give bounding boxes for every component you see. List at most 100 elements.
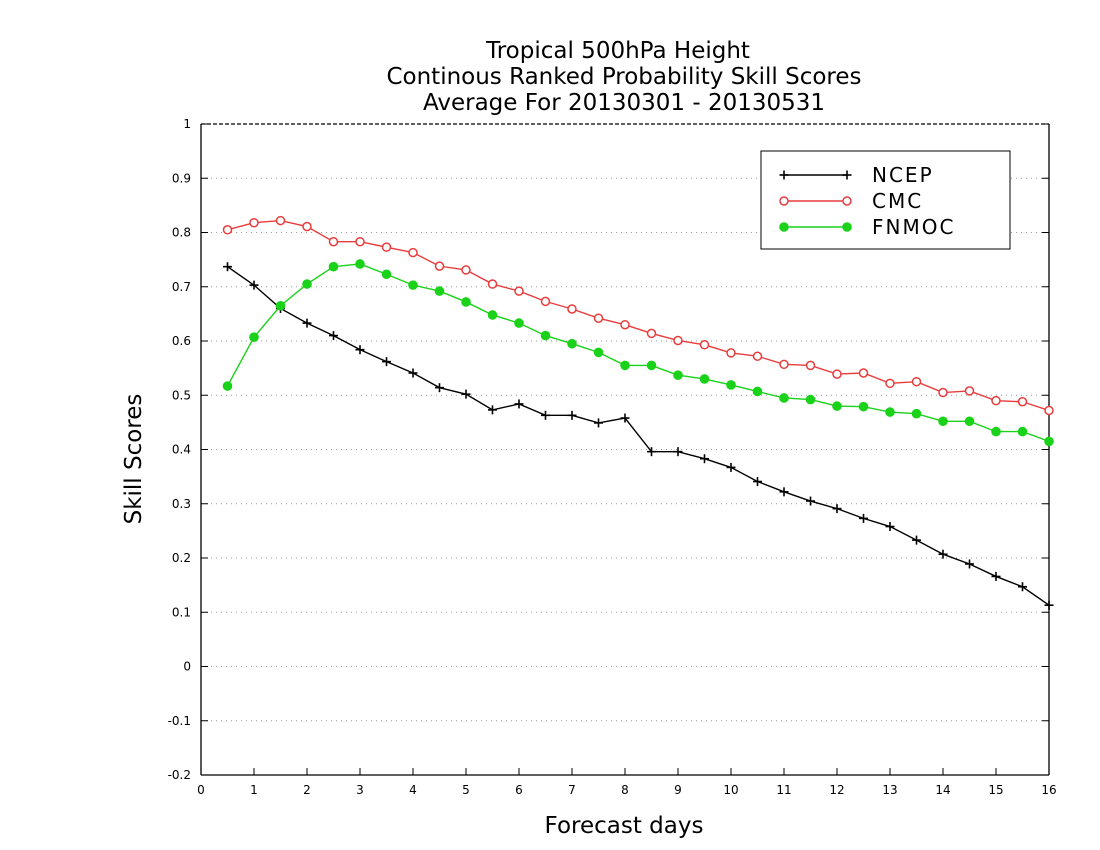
- legend-entry-fnmoc: FNMOC: [779, 215, 955, 239]
- data-point-cmc: [832, 369, 842, 379]
- x-tick-label: 4: [409, 783, 417, 797]
- series-cmc: [222, 215, 1054, 416]
- data-point-cmc: [991, 395, 1001, 406]
- data-point-cmc: [699, 340, 710, 350]
- data-point-cmc: [461, 265, 471, 275]
- data-point-ncep: [355, 345, 365, 355]
- data-point-fnmoc: [408, 280, 418, 290]
- data-point-cmc: [805, 360, 816, 371]
- y-tick-label: 0.5: [172, 388, 191, 402]
- data-point-cmc: [540, 296, 551, 307]
- data-point-ncep: [249, 280, 259, 290]
- data-point-cmc: [514, 286, 524, 296]
- x-axis-label: Forecast days: [545, 813, 704, 839]
- legend-marker-right-cmc: [842, 196, 852, 206]
- legend-entry-ncep: NCEP: [779, 163, 934, 187]
- title-line-2: Continous Ranked Probability Skill Score…: [386, 64, 861, 90]
- data-point-fnmoc: [434, 286, 445, 296]
- y-axis-label: Skill Scores: [121, 394, 147, 525]
- data-point-cmc: [646, 328, 657, 339]
- legend-marker-left-fnmoc: [779, 222, 789, 232]
- x-tick-label: 13: [882, 783, 897, 797]
- data-point-cmc: [408, 247, 418, 258]
- data-point-ncep: [223, 262, 232, 272]
- y-tick-label: 0.7: [172, 280, 191, 294]
- x-tick-label: 7: [568, 783, 576, 797]
- data-point-fnmoc: [302, 279, 312, 289]
- data-point-fnmoc: [699, 374, 710, 384]
- y-tick-label: 0.3: [172, 497, 191, 511]
- data-point-cmc: [593, 313, 604, 323]
- data-point-ncep: [885, 522, 895, 532]
- data-point-fnmoc: [222, 381, 233, 391]
- data-point-fnmoc: [540, 330, 551, 341]
- data-point-cmc: [355, 236, 365, 247]
- x-tick-label: 3: [356, 783, 364, 797]
- data-point-cmc: [726, 348, 736, 358]
- data-point-ncep: [965, 559, 974, 569]
- data-point-cmc: [620, 319, 630, 330]
- x-tick-label: 16: [1041, 783, 1056, 797]
- data-point-fnmoc: [911, 408, 922, 419]
- data-point-ncep: [594, 418, 603, 428]
- data-point-cmc: [302, 221, 312, 232]
- data-point-cmc: [858, 368, 869, 378]
- data-point-ncep: [647, 447, 656, 457]
- data-point-cmc: [249, 217, 259, 228]
- data-point-ncep: [620, 413, 630, 423]
- data-point-ncep: [859, 513, 868, 523]
- data-point-ncep: [673, 447, 683, 457]
- series-layer: [222, 215, 1054, 610]
- data-point-ncep: [567, 410, 577, 420]
- data-point-fnmoc: [249, 332, 259, 343]
- data-point-fnmoc: [461, 297, 471, 307]
- x-tick-label: 5: [462, 783, 470, 797]
- data-point-ncep: [461, 389, 471, 399]
- data-point-ncep: [488, 405, 497, 415]
- legend-marker-right-fnmoc: [842, 222, 852, 232]
- data-point-cmc: [673, 335, 683, 346]
- data-point-cmc: [434, 261, 445, 271]
- data-point-ncep: [408, 368, 418, 378]
- data-point-ncep: [832, 504, 842, 514]
- legend-label-fnmoc: FNMOC: [872, 215, 955, 239]
- x-tick-label: 15: [988, 783, 1003, 797]
- x-tick-label: 9: [674, 783, 682, 797]
- data-point-fnmoc: [514, 318, 524, 328]
- legend-entry-cmc: CMC: [779, 189, 921, 213]
- legend-label-ncep: NCEP: [872, 163, 934, 187]
- legend-box: [760, 150, 1011, 250]
- data-point-ncep: [991, 571, 1001, 581]
- data-point-fnmoc: [832, 401, 842, 411]
- data-point-ncep: [806, 496, 815, 506]
- y-tick-label: 1: [183, 117, 191, 131]
- y-tick-label: 0.1: [172, 605, 191, 619]
- x-tick-label: 2: [303, 783, 311, 797]
- data-point-cmc: [275, 215, 286, 226]
- data-point-cmc: [567, 304, 577, 314]
- data-point-cmc: [752, 351, 763, 361]
- y-tick-label: 0.4: [172, 443, 191, 457]
- data-point-ncep: [700, 454, 709, 464]
- y-tick-label: -0.2: [168, 768, 191, 782]
- data-point-cmc: [964, 386, 975, 396]
- data-point-ncep: [382, 357, 391, 367]
- data-point-fnmoc: [726, 380, 736, 390]
- y-tick-label: 0.9: [172, 171, 191, 185]
- data-point-ncep: [329, 331, 338, 341]
- data-point-cmc: [1017, 397, 1028, 407]
- data-point-ncep: [726, 462, 736, 472]
- data-point-fnmoc: [1017, 426, 1028, 437]
- series-line-fnmoc: [226, 263, 1050, 443]
- x-tick-label: 1: [250, 783, 258, 797]
- data-point-ncep: [514, 399, 524, 409]
- data-point-fnmoc: [885, 407, 895, 417]
- data-point-ncep: [541, 410, 550, 420]
- data-point-cmc: [911, 376, 922, 387]
- x-tick-label: 10: [723, 783, 738, 797]
- series-ncep: [223, 262, 1054, 610]
- y-tick-label: 0.2: [172, 551, 191, 565]
- data-point-cmc: [487, 279, 498, 289]
